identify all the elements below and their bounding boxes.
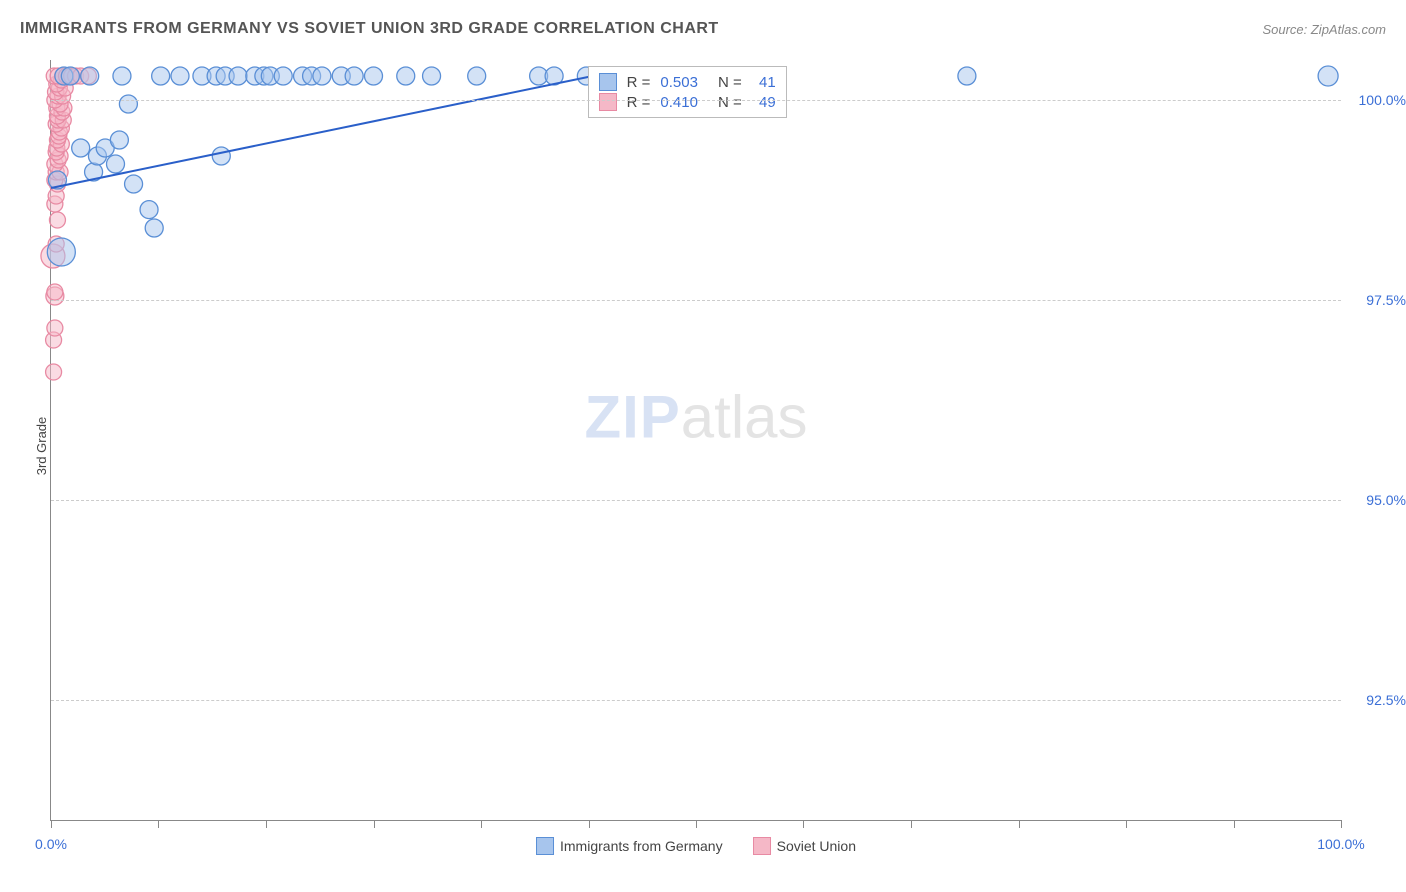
scatter-point bbox=[47, 320, 63, 336]
scatter-point bbox=[958, 67, 976, 85]
x-tick-label-right: 100.0% bbox=[1317, 836, 1364, 852]
scatter-point bbox=[468, 67, 486, 85]
scatter-point bbox=[110, 131, 128, 149]
gridline-horizontal bbox=[51, 300, 1341, 301]
stats-swatch bbox=[599, 93, 617, 111]
x-tick bbox=[374, 820, 375, 828]
stats-r-label: R = bbox=[627, 74, 651, 91]
stats-r-value: 0.503 bbox=[660, 74, 698, 91]
scatter-point bbox=[145, 219, 163, 237]
gridline-horizontal bbox=[51, 500, 1341, 501]
x-tick bbox=[1341, 820, 1342, 828]
x-tick bbox=[158, 820, 159, 828]
stats-row: R = 0.503 N = 41 bbox=[599, 72, 776, 92]
scatter-point bbox=[423, 67, 441, 85]
scatter-point bbox=[171, 67, 189, 85]
x-tick bbox=[51, 820, 52, 828]
scatter-point bbox=[61, 67, 79, 85]
scatter-point bbox=[313, 67, 331, 85]
scatter-point bbox=[81, 67, 99, 85]
y-tick-label: 92.5% bbox=[1366, 692, 1406, 708]
chart-header: IMMIGRANTS FROM GERMANY VS SOVIET UNION … bbox=[20, 20, 1386, 38]
x-tick bbox=[266, 820, 267, 828]
stats-n-value: 49 bbox=[752, 94, 776, 111]
stats-row: R = 0.410 N = 49 bbox=[599, 92, 776, 112]
stats-n-value: 41 bbox=[752, 74, 776, 91]
scatter-point bbox=[140, 201, 158, 219]
scatter-point bbox=[345, 67, 363, 85]
y-tick-label: 95.0% bbox=[1366, 492, 1406, 508]
scatter-point bbox=[274, 67, 292, 85]
scatter-point bbox=[119, 95, 137, 113]
stats-n-label: N = bbox=[718, 74, 742, 91]
gridline-horizontal bbox=[51, 100, 1341, 101]
x-tick bbox=[481, 820, 482, 828]
source-attribution: Source: ZipAtlas.com bbox=[1262, 22, 1386, 37]
trendline-germany bbox=[51, 76, 593, 188]
legend-swatch bbox=[536, 837, 554, 855]
x-tick-label-left: 0.0% bbox=[35, 836, 67, 852]
legend: Immigrants from Germany Soviet Union bbox=[536, 837, 856, 855]
x-tick bbox=[1126, 820, 1127, 828]
scatter-point bbox=[229, 67, 247, 85]
scatter-point bbox=[212, 147, 230, 165]
scatter-plot-svg bbox=[51, 60, 1341, 820]
legend-item: Immigrants from Germany bbox=[536, 837, 723, 855]
chart-plot-area: ZIPatlas R =0.503N =41R =0.410N =49 Immi… bbox=[50, 60, 1341, 821]
scatter-point bbox=[49, 212, 65, 228]
gridline-horizontal bbox=[51, 700, 1341, 701]
legend-item: Soviet Union bbox=[753, 837, 856, 855]
correlation-stats-box: R = 0.503 N = 41 R = 0.410 N = 49 bbox=[588, 66, 787, 118]
scatter-point bbox=[47, 284, 63, 300]
y-tick-label: 100.0% bbox=[1359, 92, 1406, 108]
scatter-point bbox=[152, 67, 170, 85]
scatter-point bbox=[365, 67, 383, 85]
scatter-point bbox=[125, 175, 143, 193]
x-tick bbox=[696, 820, 697, 828]
x-tick bbox=[589, 820, 590, 828]
scatter-point bbox=[113, 67, 131, 85]
scatter-point bbox=[397, 67, 415, 85]
stats-n-label: N = bbox=[718, 94, 742, 111]
y-tick-label: 97.5% bbox=[1366, 292, 1406, 308]
x-tick bbox=[803, 820, 804, 828]
chart-title: IMMIGRANTS FROM GERMANY VS SOVIET UNION … bbox=[20, 20, 719, 38]
stats-r-value: 0.410 bbox=[660, 94, 698, 111]
x-tick bbox=[1019, 820, 1020, 828]
stats-swatch bbox=[599, 73, 617, 91]
x-tick bbox=[1234, 820, 1235, 828]
scatter-point bbox=[47, 238, 75, 266]
x-tick bbox=[911, 820, 912, 828]
scatter-point bbox=[1318, 66, 1338, 86]
scatter-point bbox=[46, 364, 62, 380]
y-axis-label: 3rd Grade bbox=[34, 417, 49, 476]
scatter-point bbox=[72, 139, 90, 157]
legend-label: Immigrants from Germany bbox=[560, 838, 723, 854]
legend-swatch bbox=[753, 837, 771, 855]
stats-r-label: R = bbox=[627, 94, 651, 111]
scatter-point bbox=[107, 155, 125, 173]
legend-label: Soviet Union bbox=[777, 838, 856, 854]
